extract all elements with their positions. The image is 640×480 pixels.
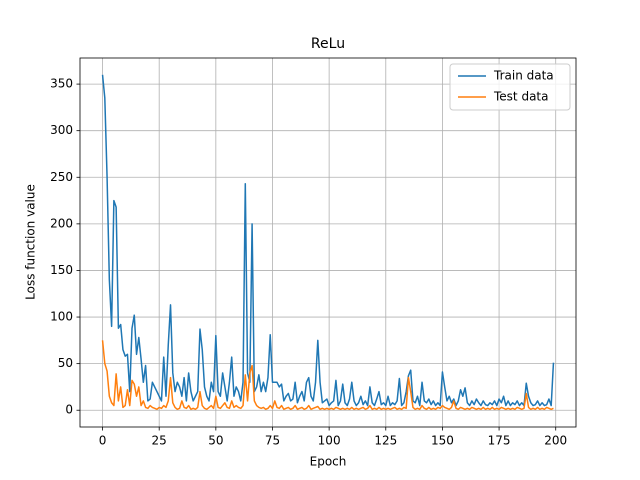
series-line — [101, 340, 554, 411]
y-tick-label: 250 — [50, 170, 73, 184]
axes-frame — [79, 57, 577, 428]
series-line — [101, 74, 555, 407]
x-tick-label: 100 — [318, 434, 341, 448]
x-tick-label: 200 — [544, 434, 567, 448]
x-tick-label: 0 — [99, 434, 107, 448]
x-axis-label: Epoch — [310, 455, 347, 469]
chart-title: ReLu — [311, 36, 345, 52]
grid — [80, 58, 576, 427]
y-axis-label: Loss function value — [24, 184, 38, 300]
x-tick-label: 50 — [208, 434, 223, 448]
x-tick-label: 125 — [374, 434, 397, 448]
legend: Train data Test data — [449, 63, 571, 111]
y-tick-label: 300 — [50, 123, 73, 137]
plot — [101, 74, 555, 411]
y-tick-label: 50 — [58, 356, 73, 370]
x-tick-label: 75 — [265, 434, 280, 448]
x-tick-label: 150 — [431, 434, 454, 448]
x-tick-label: 25 — [152, 434, 167, 448]
y-tick-label: 200 — [50, 216, 73, 230]
y-tick-label: 0 — [65, 403, 73, 417]
y-tick-label: 150 — [50, 263, 73, 277]
legend-label: Test data — [493, 90, 548, 104]
y-tick-label: 100 — [50, 310, 73, 324]
x-tick-label: 175 — [488, 434, 511, 448]
legend-label: Train data — [493, 69, 554, 83]
y-tick-label: 350 — [50, 77, 73, 91]
